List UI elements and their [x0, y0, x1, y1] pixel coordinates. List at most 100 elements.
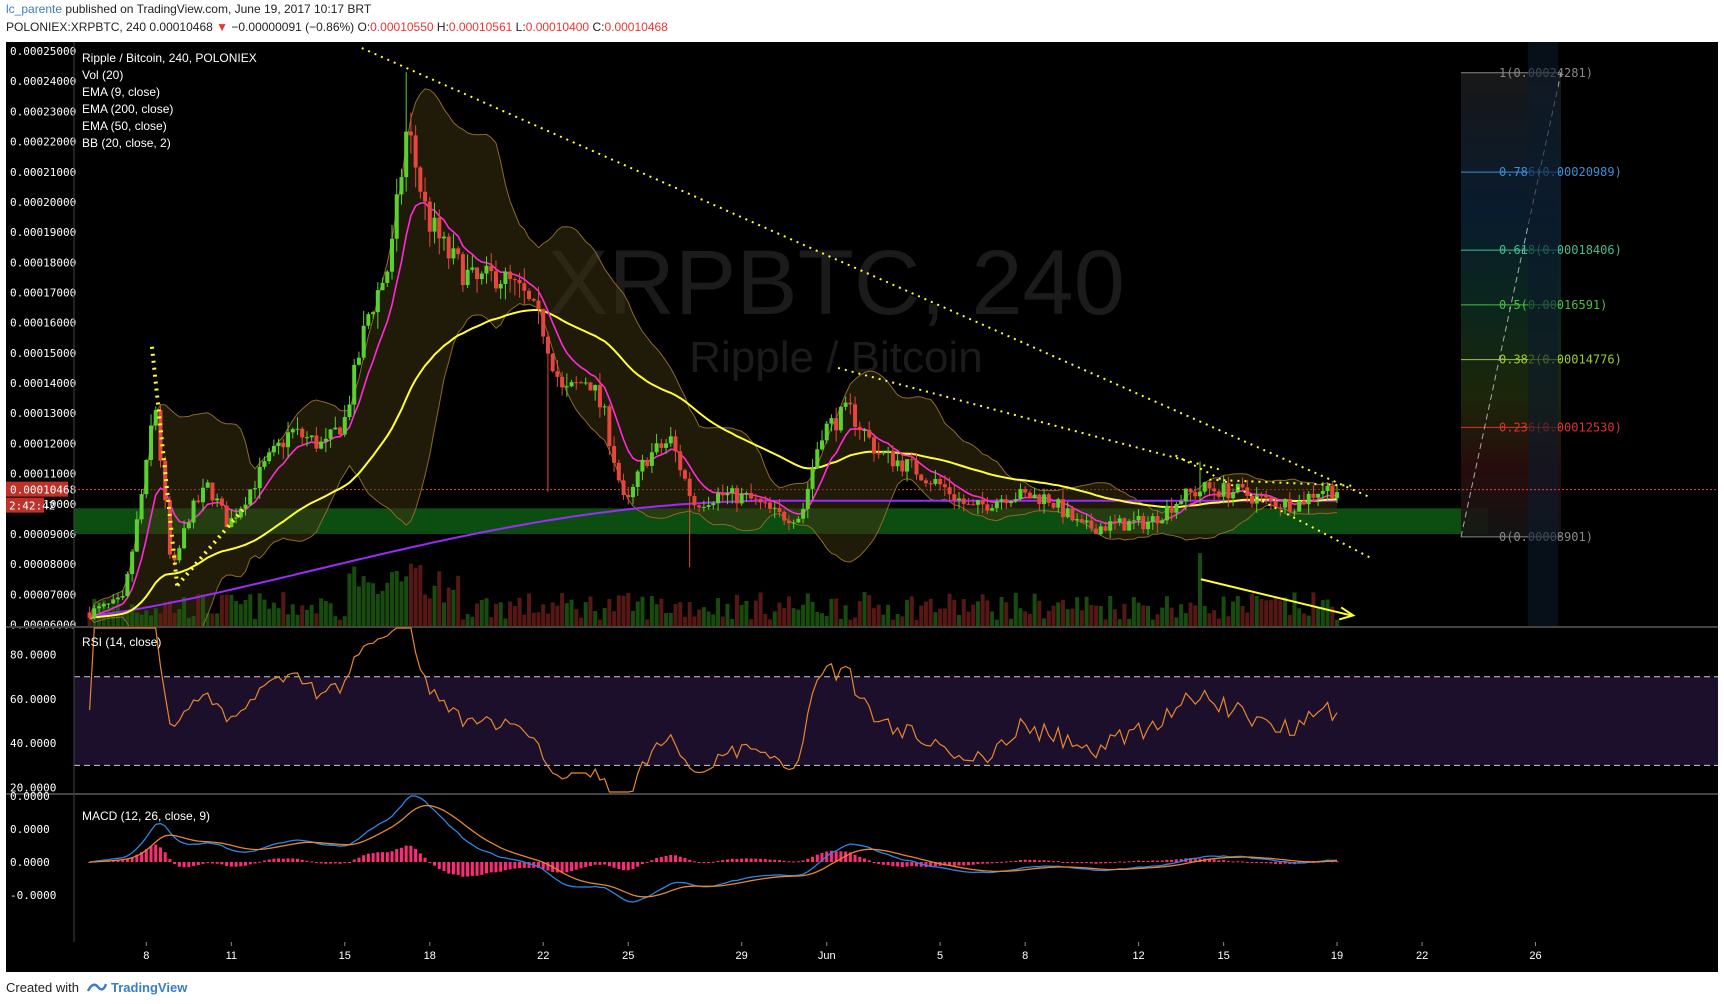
macd-histogram-bar [924, 862, 928, 867]
candle-body [966, 503, 971, 505]
macd-histogram-bar [130, 857, 134, 862]
candle-body [191, 500, 196, 523]
tradingview-link[interactable]: TradingView [86, 980, 187, 995]
candle-body [380, 282, 385, 291]
macd-histogram-bar [329, 862, 333, 864]
volume-bar [786, 596, 791, 626]
macd-histogram-bar [1108, 862, 1112, 863]
symbol-label: POLONIEX:XRPBTC, 240 [6, 20, 147, 34]
volume-bar [205, 613, 210, 626]
ema50-line [89, 309, 1338, 619]
volume-bar [1240, 605, 1245, 626]
volume-bar [867, 595, 872, 626]
x-axis: 8 11 15 18 22 25 29 Jun 5 8 12 15 19 22 26 [6, 942, 1718, 972]
legend-item[interactable]: EMA (50, close) [82, 119, 167, 133]
volume-bar [862, 592, 867, 626]
candle-body [843, 402, 848, 407]
volume-bar [361, 576, 366, 626]
trendline-flag [1209, 478, 1352, 487]
volume-bar [579, 617, 584, 626]
volume-bar [838, 618, 843, 626]
candle-body [1264, 495, 1269, 498]
volume-bar [971, 604, 976, 626]
candle-body [130, 551, 135, 574]
volume-bar [1179, 604, 1184, 626]
legend-item[interactable]: BB (20, close, 2) [82, 136, 171, 150]
volume-bar [314, 613, 319, 626]
volume-bar [796, 609, 801, 626]
candle-body [475, 267, 480, 280]
macd-histogram-bar [376, 852, 380, 862]
volume-bar [588, 596, 593, 626]
volume-bar [347, 573, 352, 626]
volume-bar [961, 599, 966, 626]
volume-bar [470, 616, 475, 626]
macd-histogram-bar [891, 862, 895, 867]
macd-histogram-bar [985, 862, 989, 864]
macd-histogram-bar [1056, 861, 1060, 863]
volume-bar [304, 609, 309, 626]
macd-title[interactable]: MACD (12, 26, close, 9) [82, 809, 210, 823]
candle-body [177, 548, 182, 561]
macd-histogram-bar [1094, 862, 1098, 864]
rsi-title[interactable]: RSI (14, close) [82, 635, 161, 649]
candle-body [716, 493, 721, 504]
volume-bar [191, 615, 196, 626]
volume-bar [772, 611, 777, 626]
macd-histogram-bar [1033, 859, 1037, 862]
macd-histogram-bar [1269, 862, 1273, 864]
macd-histogram-bar [900, 862, 904, 868]
volume-bar [876, 604, 881, 626]
price-tick-label: 0.00023000 [10, 105, 76, 118]
volume-bar [408, 563, 413, 626]
author-link[interactable]: lc_parente [6, 2, 63, 16]
volume-bar [1146, 605, 1151, 626]
macd-histogram-bar [206, 862, 210, 863]
volume-bar [323, 600, 328, 626]
macd-histogram-bar [357, 857, 361, 862]
countdown-badge [6, 497, 44, 513]
candle-body [356, 357, 361, 365]
candle-body [1292, 511, 1297, 513]
candle-body [271, 445, 276, 453]
candle-body [810, 468, 815, 489]
volume-bar [758, 592, 763, 626]
volume-bar [725, 603, 730, 626]
macd-histogram-bar [1255, 862, 1259, 864]
volume-bar [749, 619, 754, 626]
macd-histogram-bar [489, 862, 493, 873]
candle-body [1297, 500, 1302, 512]
volume-bar [125, 611, 130, 626]
macd-histogram-bar [603, 862, 607, 865]
watermark-name: Ripple / Bitcoin [689, 333, 982, 382]
volume-bar [295, 614, 300, 626]
candle-body [668, 436, 673, 444]
macd-histogram-bar [707, 862, 711, 863]
candle-body [626, 494, 631, 498]
macd-histogram-bar [933, 862, 937, 867]
macd-histogram-bar [612, 862, 616, 868]
legend-item[interactable]: EMA (9, close) [82, 85, 160, 99]
volume-bar [1335, 619, 1340, 626]
x-tick-label: 26 [1529, 950, 1541, 962]
candle-body [640, 459, 645, 472]
volume-bar [616, 595, 621, 626]
bollinger-upper [89, 88, 1338, 618]
macd-histogram-bar [258, 861, 262, 863]
volume-bar [1037, 600, 1042, 626]
candle-body [1065, 508, 1070, 518]
volume-bar [1297, 608, 1302, 626]
volume-bar [493, 603, 498, 626]
volume-bar [1264, 600, 1269, 626]
volume-bar [659, 598, 664, 626]
volume-bar [446, 587, 451, 626]
macd-histogram-bar [1018, 859, 1022, 862]
macd-histogram-bar [158, 847, 162, 862]
volume-bar [144, 610, 149, 626]
macd-histogram-bar [1042, 860, 1046, 862]
legend-item[interactable]: EMA (200, close) [82, 102, 173, 116]
volume-bar [286, 614, 291, 626]
legend-item[interactable]: Vol (20) [82, 68, 123, 82]
macd-histogram-bar [858, 856, 862, 862]
